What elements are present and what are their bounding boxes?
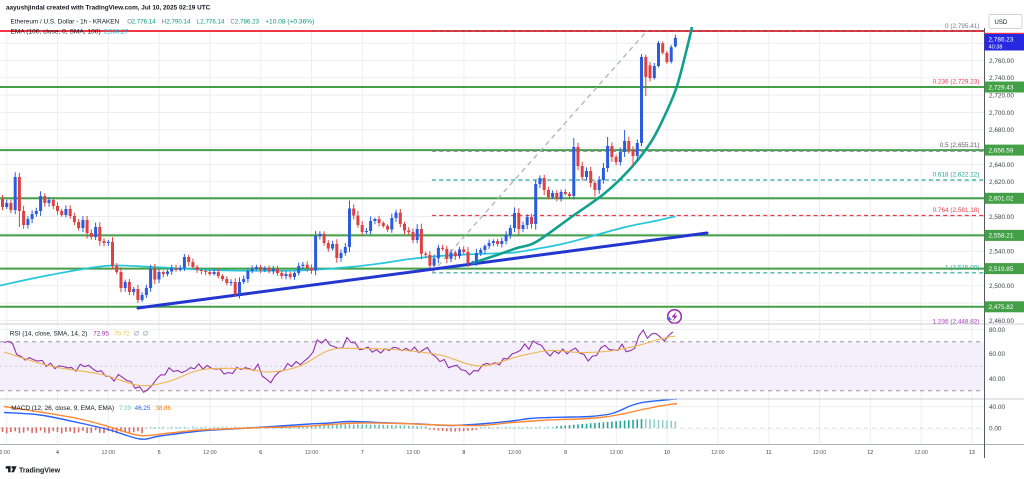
svg-text:9: 9 [564, 450, 567, 456]
svg-text:MACD (12, 26, close, 9, EMA, E: MACD (12, 26, close, 9, EMA, EMA) [11, 405, 114, 412]
svg-text:Ethereum / U.S. Dollar - 1h -: Ethereum / U.S. Dollar - 1h - KRAKEN [11, 18, 120, 25]
svg-text:7: 7 [361, 450, 364, 456]
svg-text:EMA (100, close, 0, SMA, 100): EMA (100, close, 0, SMA, 100) [11, 29, 101, 36]
svg-text:C: C [230, 18, 235, 25]
svg-text:4: 4 [56, 450, 59, 456]
svg-text:0.5 (2,655.21): 0.5 (2,655.21) [940, 142, 980, 149]
svg-text:1.236 (2,448.82): 1.236 (2,448.82) [933, 319, 980, 326]
svg-text:2,786.23: 2,786.23 [989, 37, 1014, 44]
svg-text:TradingView: TradingView [19, 467, 61, 474]
svg-text:40.00: 40.00 [989, 404, 1005, 411]
svg-text:12:00: 12:00 [0, 450, 10, 456]
svg-text:2,656.59: 2,656.59 [989, 147, 1014, 154]
svg-text:70.72: 70.72 [114, 331, 130, 338]
svg-text:2,580.27: 2,580.27 [104, 29, 129, 36]
svg-text:2,790.14: 2,790.14 [166, 18, 191, 25]
svg-text:13: 13 [969, 450, 975, 456]
svg-text:0.618 (2,622.12): 0.618 (2,622.12) [933, 172, 980, 179]
svg-text:2,760.00: 2,760.00 [989, 58, 1014, 65]
svg-text:2,740.00: 2,740.00 [989, 75, 1014, 82]
svg-text:12:00: 12:00 [914, 450, 928, 456]
svg-text:11: 11 [766, 450, 772, 456]
svg-text:10: 10 [664, 450, 670, 456]
svg-text:72.95: 72.95 [93, 331, 109, 338]
svg-text:2,601.02: 2,601.02 [989, 196, 1014, 203]
svg-text:40:38: 40:38 [989, 44, 1003, 50]
svg-text:12:00: 12:00 [102, 450, 116, 456]
svg-text:0 (2,795.41): 0 (2,795.41) [945, 23, 979, 30]
svg-text:2,580.00: 2,580.00 [989, 214, 1014, 221]
svg-text:L: L [197, 18, 201, 25]
svg-text:2,475.82: 2,475.82 [989, 304, 1014, 311]
svg-text:RSI (14, close, SMA, 14, 2): RSI (14, close, SMA, 14, 2) [10, 331, 87, 338]
svg-text:12:00: 12:00 [610, 450, 624, 456]
svg-text:O: O [127, 18, 132, 25]
svg-text:2,700.00: 2,700.00 [989, 110, 1014, 117]
svg-text:2,519.85: 2,519.85 [989, 266, 1014, 273]
svg-text:2,776.14: 2,776.14 [132, 18, 157, 25]
svg-text:2,729.43: 2,729.43 [989, 84, 1014, 91]
svg-text:USD: USD [995, 20, 1008, 26]
svg-text:12:00: 12:00 [711, 450, 725, 456]
svg-text:5: 5 [158, 450, 161, 456]
svg-text:2,786.23: 2,786.23 [235, 18, 260, 25]
svg-text:38.86: 38.86 [155, 405, 171, 412]
svg-text:2,540.00: 2,540.00 [989, 249, 1014, 256]
svg-text:aayushjindal created with Trad: aayushjindal created with TradingView.co… [6, 4, 211, 11]
svg-text:80.00: 80.00 [989, 327, 1005, 334]
svg-text:2,460.00: 2,460.00 [989, 318, 1014, 325]
svg-text:H: H [162, 18, 166, 25]
svg-text:12:00: 12:00 [406, 450, 420, 456]
svg-text:60.00: 60.00 [989, 351, 1005, 358]
svg-text:2,620.00: 2,620.00 [989, 179, 1014, 186]
svg-text:12:00: 12:00 [813, 450, 827, 456]
svg-text:12:00: 12:00 [305, 450, 319, 456]
svg-text:12:00: 12:00 [508, 450, 522, 456]
svg-text:8: 8 [462, 450, 465, 456]
svg-text:0.764 (2,581.18): 0.764 (2,581.18) [933, 207, 980, 214]
svg-text:1 (2,515.00): 1 (2,515.00) [945, 264, 979, 271]
svg-text:2,558.21: 2,558.21 [989, 233, 1014, 240]
svg-text:0.236 (2,729.23): 0.236 (2,729.23) [933, 79, 980, 86]
svg-text:∅ ∅: ∅ ∅ [134, 331, 149, 338]
svg-text:40.00: 40.00 [989, 376, 1005, 383]
svg-text:12: 12 [867, 450, 873, 456]
svg-text:2,680.00: 2,680.00 [989, 127, 1014, 134]
svg-text:2,776.14: 2,776.14 [200, 18, 225, 25]
svg-text:+10.08 (+0.36%): +10.08 (+0.36%) [265, 18, 314, 25]
svg-text:0.00: 0.00 [989, 426, 1002, 433]
svg-text:7.39: 7.39 [119, 405, 132, 412]
svg-text:2,720.00: 2,720.00 [989, 93, 1014, 100]
svg-text:2,640.00: 2,640.00 [989, 162, 1014, 169]
svg-text:46.25: 46.25 [135, 405, 151, 412]
svg-text:2,500.00: 2,500.00 [989, 283, 1014, 290]
svg-text:6: 6 [259, 450, 262, 456]
svg-text:12:00: 12:00 [203, 450, 217, 456]
